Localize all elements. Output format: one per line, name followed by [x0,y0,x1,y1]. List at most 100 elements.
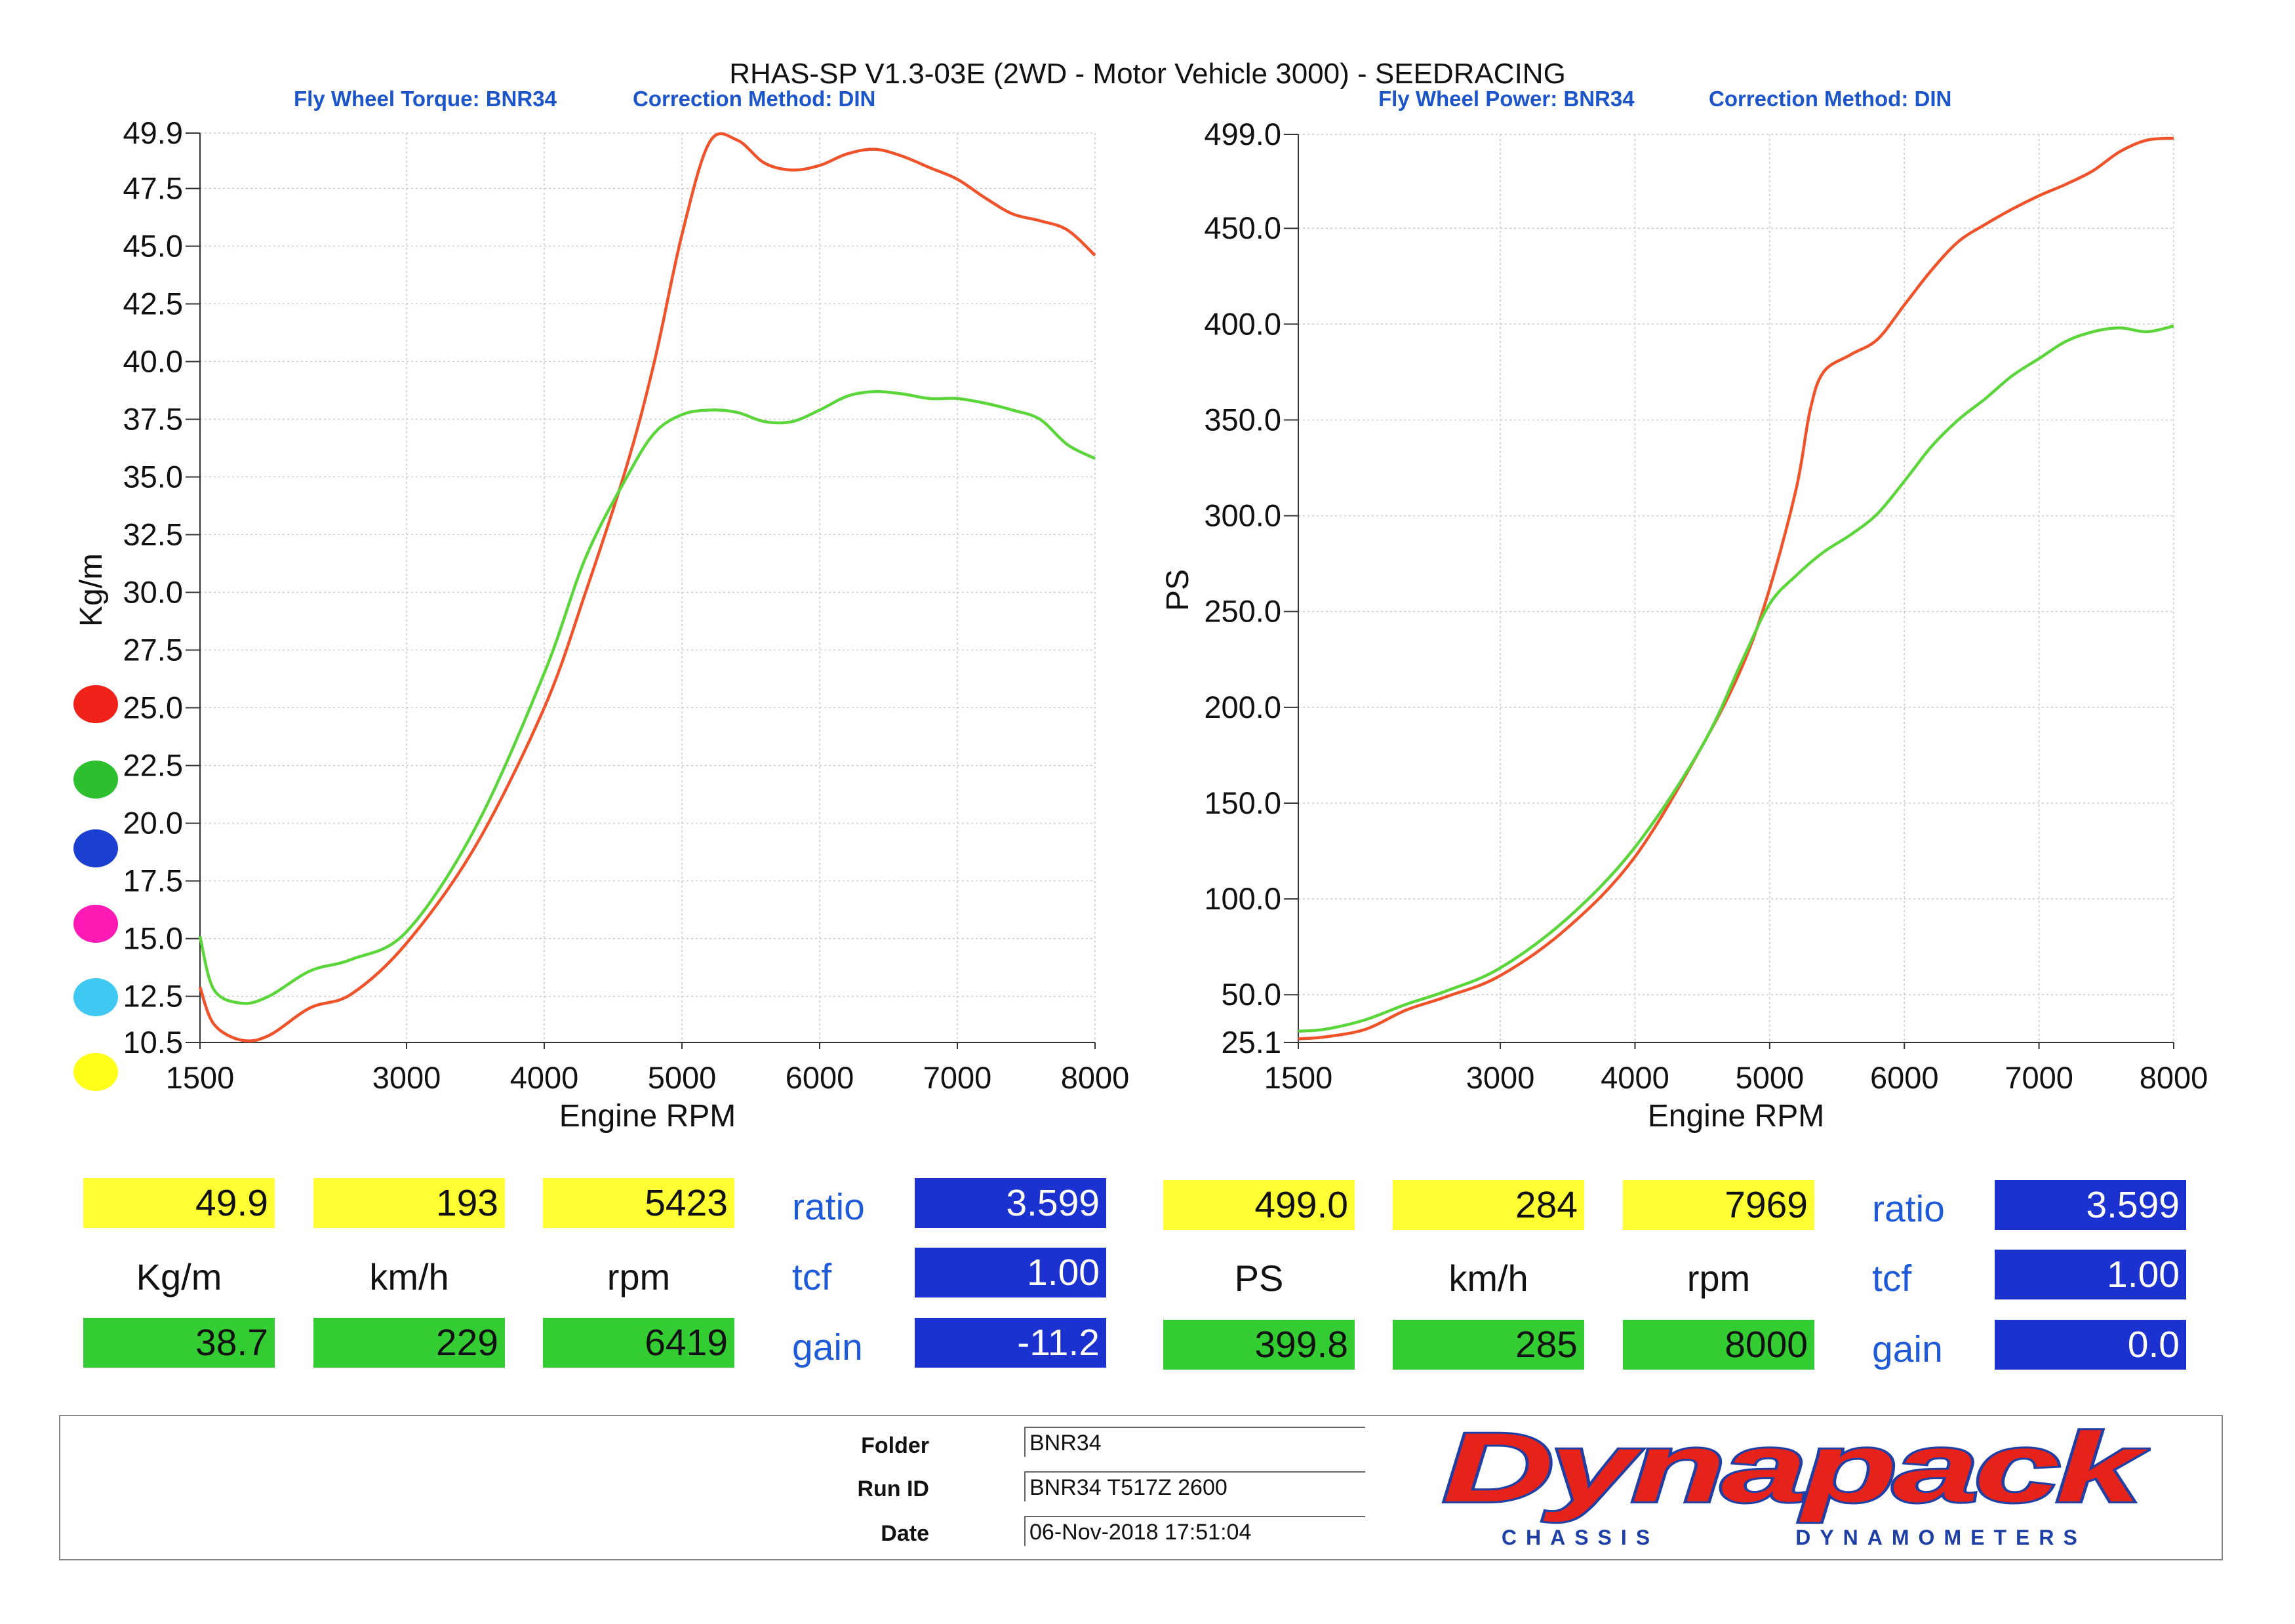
y-tick-label: 30.0 [123,575,183,610]
y-tick-label: 40.0 [123,344,183,379]
y-tick-label: 17.5 [123,863,183,898]
dynapack-logo: Dynapack CHASSIS DYNAMOMETERS [1441,1428,2151,1549]
y-tick-label: 150.0 [1204,785,1281,820]
x-tick-label: 3000 [1466,1060,1535,1095]
y-tick-label: 100.0 [1204,881,1281,916]
y-axis-title: PS [1161,569,1195,611]
x-tick-label: 8000 [1061,1060,1130,1095]
x-axis-title: Engine RPM [559,1099,736,1134]
x-tick-label: 7000 [923,1060,992,1095]
torque-unit-label: Kg/m [136,1256,222,1297]
ratio-label: ratio [792,1186,865,1228]
power-peak-rpm: 7969 [1623,1180,1814,1230]
gain-value: -11.2 [915,1318,1106,1368]
ratio-value-right: 3.599 [1995,1180,2186,1230]
logo-wordmark: Dynapack [1443,1428,2149,1522]
date-label: Date [881,1521,929,1546]
x-tick-label: 7000 [2005,1060,2073,1095]
run-id-value: BNR34 T517Z 2600 [1024,1471,1365,1501]
report-title: RHAS-SP V1.3-03E (2WD - Motor Vehicle 30… [729,58,1566,90]
y-tick-label: 15.0 [123,921,183,956]
logo-sub-chassis: CHASSIS [1502,1526,1659,1549]
gain-value-right: 0.0 [1995,1320,2186,1370]
ratio-value: 3.599 [915,1178,1106,1228]
tcf-label: tcf [792,1256,832,1298]
grid [199,132,1096,1043]
x-tick-label: 3000 [372,1060,441,1095]
speed-unit-label: km/h [369,1256,449,1297]
y-tick-label: 200.0 [1204,690,1281,724]
power-run2-value: 399.8 [1163,1320,1355,1370]
logo-sub-dynamometers: DYNAMOMETERS [1795,1526,2086,1549]
y-tick-label: 350.0 [1204,402,1281,437]
power-run2-rpm: 8000 [1623,1320,1814,1370]
y-tick-label: 22.5 [123,748,183,783]
power-chart-title: Fly Wheel Power: BNR34 [1378,87,1635,111]
x-tick-label: 6000 [786,1060,854,1095]
y-tick-label: 300.0 [1204,498,1281,533]
rpm-unit-label: rpm [607,1256,671,1297]
series-line-run2 [1298,325,2174,1033]
x-tick-label: 4000 [510,1060,579,1095]
folder-label: Folder [861,1433,929,1458]
x-tick-label: 4000 [1601,1060,1669,1095]
x-tick-label: 8000 [2140,1060,2208,1095]
speed-unit-label-right: km/h [1448,1258,1528,1299]
y-tick-label: 50.0 [1222,977,1281,1012]
y-axis-title: Kg/m [74,553,109,627]
gain-label-right: gain [1872,1328,1943,1370]
y-tick-label: 250.0 [1204,594,1281,629]
run-color-swatch [73,761,118,799]
run-color-swatch [73,978,118,1016]
y-tick-label: 45.0 [123,228,183,263]
y-tick-label: 32.5 [123,517,183,552]
power-run2-speed: 285 [1393,1320,1584,1370]
y-tick-label: 400.0 [1204,306,1281,341]
y-tick-label: 27.5 [123,633,183,667]
run-color-swatch [73,829,118,867]
y-tick-label: 49.9 [123,115,183,150]
x-axis-title: Engine RPM [1648,1099,1824,1134]
torque-chart: 10.5 12.5 15.0 17.5 20.0 22.5 25.0 27.5 30.0 32.5… [74,115,1130,1134]
power-correction-label: Correction Method: DIN [1709,87,1952,111]
run-id-label: Run ID [857,1476,929,1501]
y-tick-label: 450.0 [1204,210,1281,245]
y-tick-label: 12.5 [123,979,183,1014]
series-line-run1 [1298,136,2174,1040]
grid [1298,134,2174,1043]
rpm-unit-label-right: rpm [1686,1258,1751,1299]
x-tick-label: 1500 [1264,1060,1333,1095]
y-tick-label: 10.5 [123,1025,183,1060]
y-tick-label: 47.5 [123,170,183,205]
run-info-footer: Folder BNR34 Run ID BNR34 T517Z 2600 Dat… [59,1415,2223,1560]
tcf-value-right: 1.00 [1995,1250,2186,1299]
torque-correction-label: Correction Method: DIN [633,87,876,111]
torque-run2-value: 38.7 [83,1318,275,1368]
series-line-run1 [198,132,1096,1043]
y-tick-label: 42.5 [123,287,183,321]
x-tick-label: 5000 [1736,1060,1805,1095]
y-tick-label: 499.0 [1204,117,1281,151]
date-value: 06-Nov-2018 17:51:04 [1024,1516,1365,1546]
torque-run2-rpm: 6419 [543,1318,734,1368]
power-chart: 25.1 50.0 100.0 150.0 200.0 250.0 300.0 350.0 40… [1161,117,2208,1134]
folder-value: BNR34 [1024,1427,1365,1457]
y-tick-label: 25.1 [1222,1025,1281,1060]
torque-run2-speed: 229 [313,1318,505,1368]
x-tick-label: 5000 [648,1060,717,1095]
y-tick-label: 20.0 [123,806,183,841]
tcf-value: 1.00 [915,1248,1106,1297]
run-color-swatch [73,1053,118,1091]
run-color-swatch [73,905,118,943]
power-peak-speed: 284 [1393,1180,1584,1230]
y-tick-label: 35.0 [123,460,183,494]
run-color-swatch [73,685,118,723]
y-tick-label: 25.0 [123,690,183,725]
series-line-run2 [198,389,1096,1005]
torque-peak-value: 49.9 [83,1178,275,1228]
torque-peak-speed: 193 [313,1178,505,1228]
power-peak-value: 499.0 [1163,1180,1355,1230]
ratio-label-right: ratio [1872,1188,1945,1230]
torque-chart-title: Fly Wheel Torque: BNR34 [294,87,557,111]
power-unit-label: PS [1234,1258,1284,1299]
